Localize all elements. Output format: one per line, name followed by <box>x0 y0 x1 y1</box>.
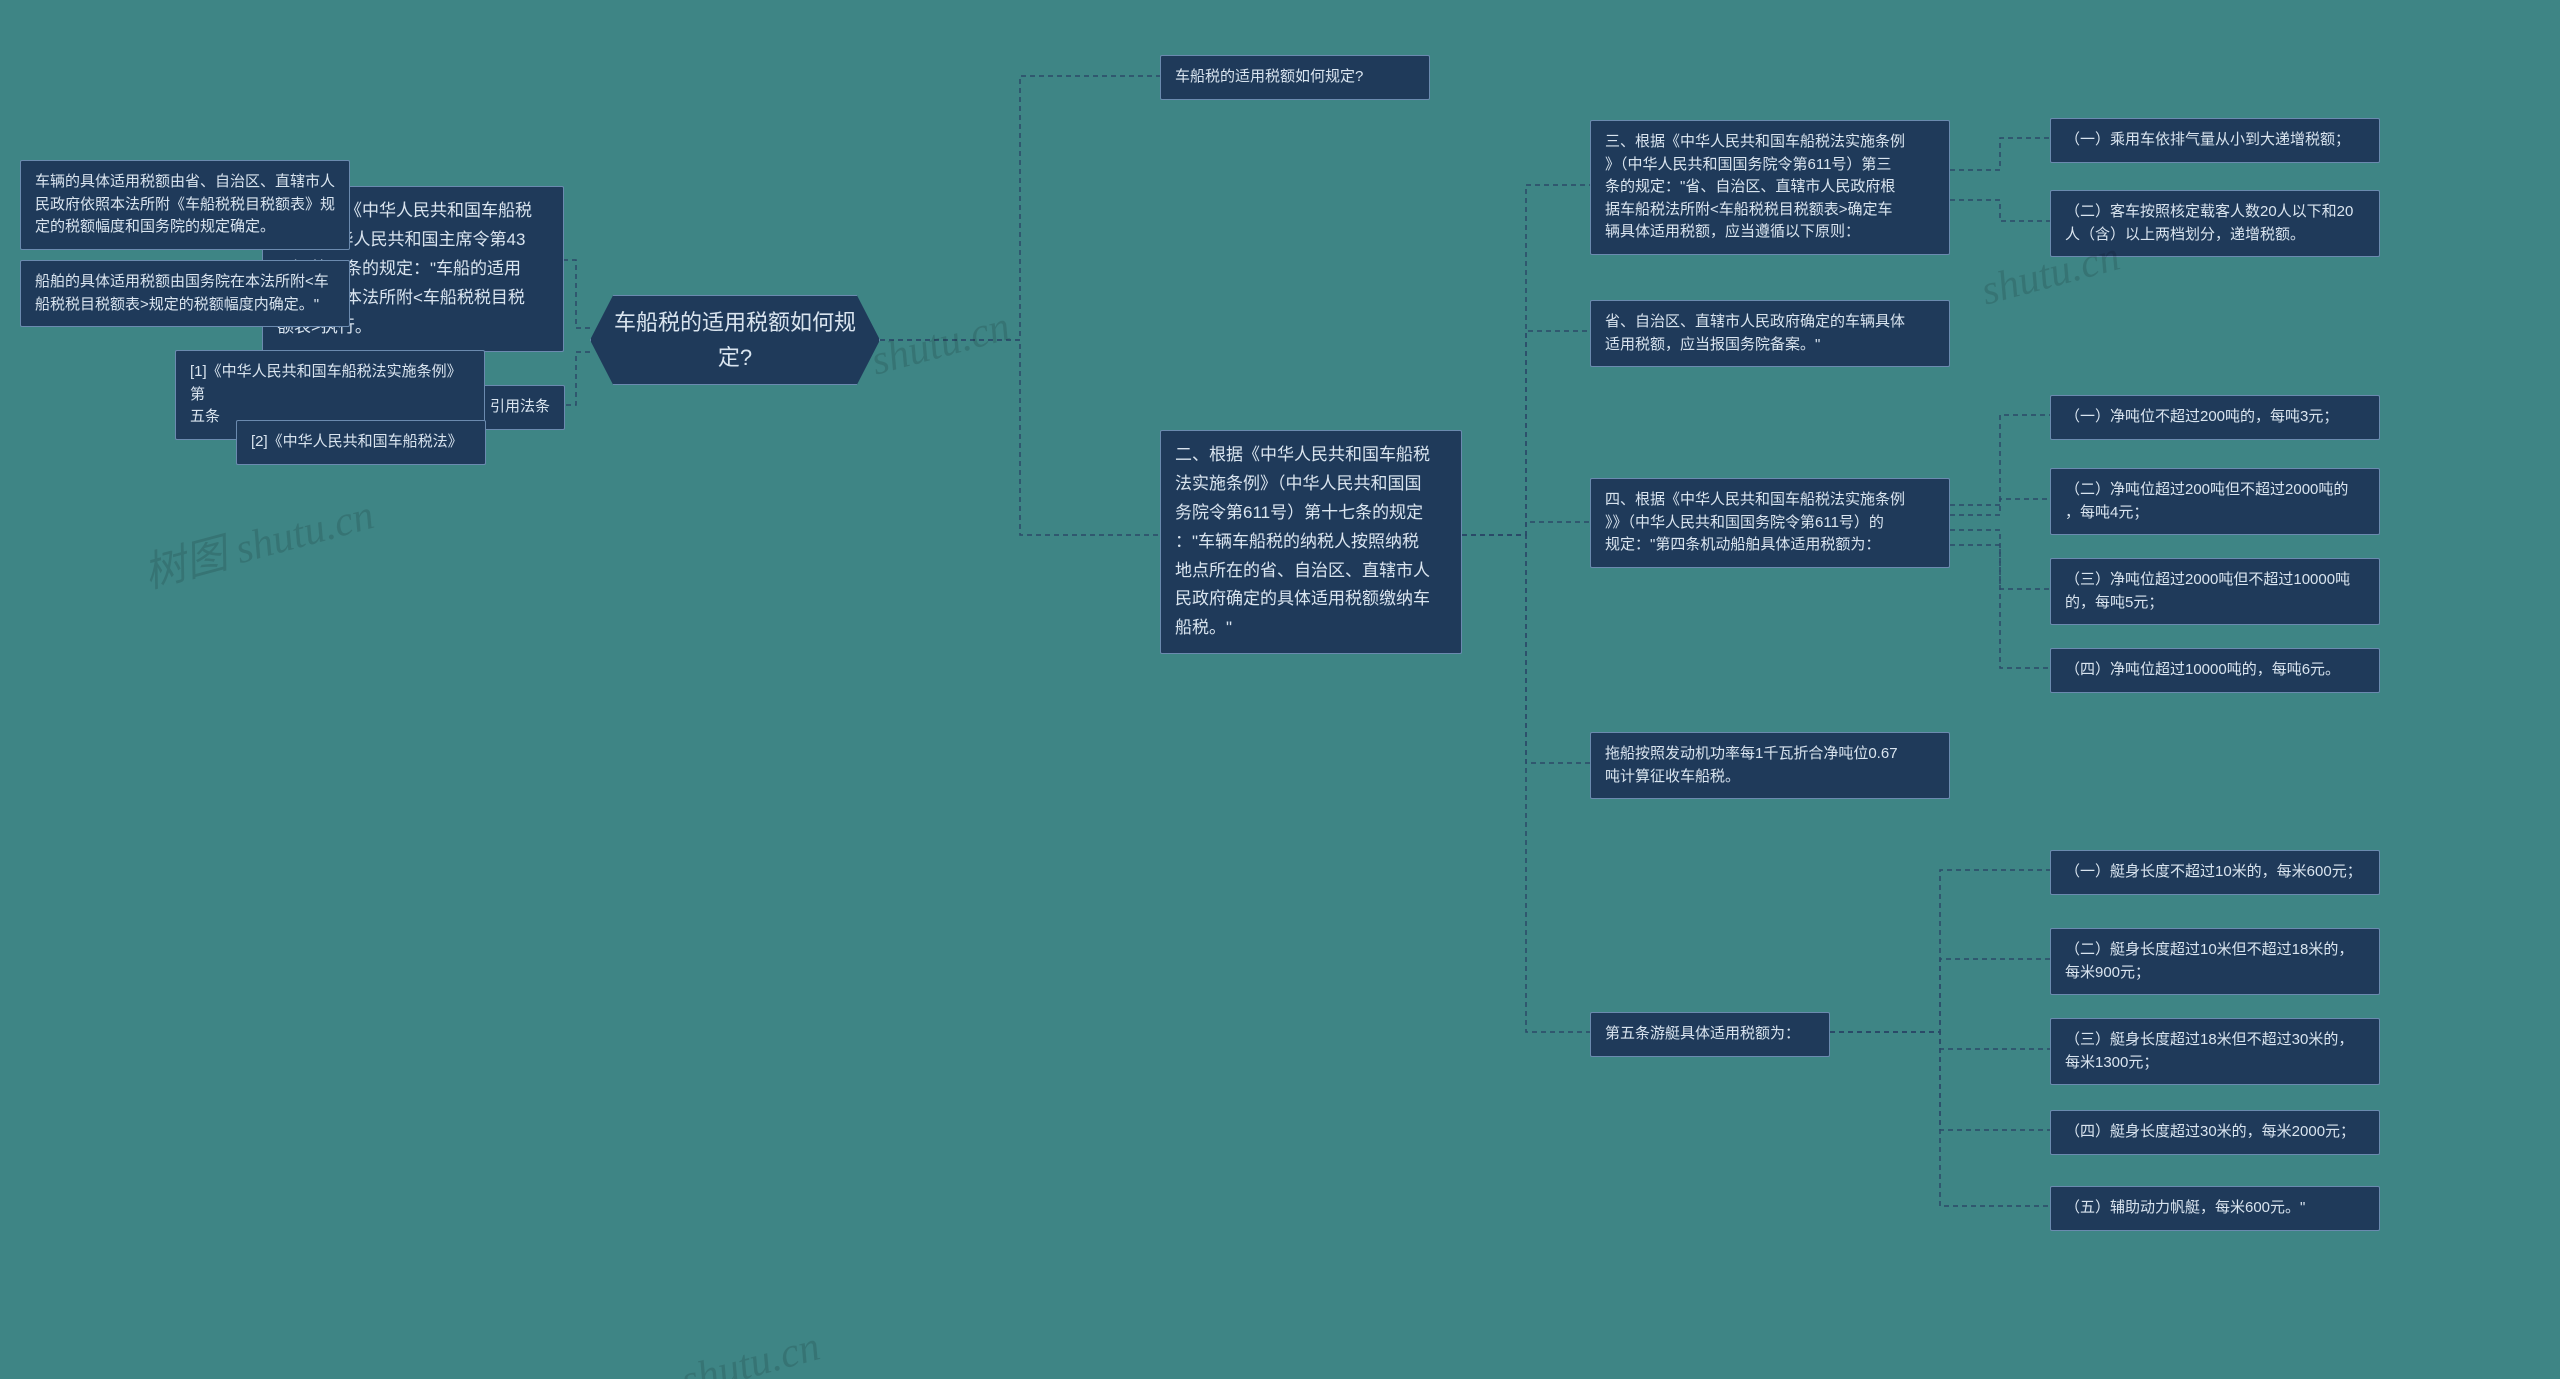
connector <box>1830 1032 2050 1206</box>
mindmap-node[interactable]: 二、根据《中华人民共和国车船税 法实施条例》（中华人民共和国国 务院令第611号… <box>1160 430 1462 654</box>
connector <box>1462 185 1590 535</box>
connector <box>1950 138 2050 170</box>
watermark: 树图 shutu.cn <box>136 481 379 601</box>
connector <box>565 352 590 405</box>
connector <box>1462 535 1590 1032</box>
connector <box>1462 535 1590 763</box>
mindmap-node[interactable]: （二）净吨位超过200吨但不超过2000吨的 ，每吨4元； <box>2050 468 2380 535</box>
mindmap-node[interactable]: （五）辅助动力帆艇，每米600元。" <box>2050 1186 2380 1231</box>
connector <box>880 340 1160 535</box>
mindmap-node[interactable]: （三）净吨位超过2000吨但不超过10000吨 的，每吨5元； <box>2050 558 2380 625</box>
mindmap-node[interactable]: 四、根据《中华人民共和国车船税法实施条例 》》（中华人民共和国国务院令第611号… <box>1590 478 1950 568</box>
connector <box>1462 522 1590 535</box>
watermark: shutu.cn <box>866 303 1015 386</box>
mindmap-node[interactable]: （一）净吨位不超过200吨的，每吨3元； <box>2050 395 2380 440</box>
mindmap-node[interactable]: （二）客车按照核定载客人数20人以下和20 人（含）以上两档划分，递增税额。 <box>2050 190 2380 257</box>
connector <box>1950 499 2050 515</box>
mindmap-node[interactable]: 引用法条 <box>475 385 565 430</box>
mindmap-node[interactable]: （四）净吨位超过10000吨的，每吨6元。 <box>2050 648 2380 693</box>
mindmap-node[interactable]: （一）乘用车依排气量从小到大递增税额； <box>2050 118 2380 163</box>
connector <box>1950 415 2050 505</box>
connector <box>1830 959 2050 1032</box>
mindmap-node[interactable]: （三）艇身长度超过18米但不超过30米的， 每米1300元； <box>2050 1018 2380 1085</box>
connector <box>1830 870 2050 1032</box>
watermark: shutu.cn <box>676 1323 825 1379</box>
mindmap-node[interactable]: [2]《中华人民共和国车船税法》 <box>236 420 486 465</box>
mindmap-node[interactable]: 车船税的适用税额如何规定? <box>1160 55 1430 100</box>
connector <box>880 76 1160 340</box>
mindmap-node[interactable]: 第五条游艇具体适用税额为： <box>1590 1012 1830 1057</box>
connector <box>1950 200 2050 221</box>
mindmap-node[interactable]: （四）艇身长度超过30米的，每米2000元； <box>2050 1110 2380 1155</box>
mindmap-node[interactable]: 三、根据《中华人民共和国车船税法实施条例 》（中华人民共和国国务院令第611号）… <box>1590 120 1950 255</box>
connector <box>1830 1032 2050 1130</box>
connector <box>1950 545 2050 668</box>
mindmap-node[interactable]: 省、自治区、直辖市人民政府确定的车辆具体 适用税额，应当报国务院备案。" <box>1590 300 1950 367</box>
mindmap-root[interactable]: 车船税的适用税额如何规 定? <box>590 295 880 385</box>
mindmap-node[interactable]: 拖船按照发动机功率每1千瓦折合净吨位0.67 吨计算征收车船税。 <box>1590 732 1950 799</box>
connector <box>1830 1032 2050 1049</box>
connector <box>1462 331 1590 535</box>
mindmap-node[interactable]: （一）艇身长度不超过10米的，每米600元； <box>2050 850 2380 895</box>
mindmap-node[interactable]: （二）艇身长度超过10米但不超过18米的， 每米900元； <box>2050 928 2380 995</box>
connector <box>1950 530 2050 589</box>
mindmap-node[interactable]: 车辆的具体适用税额由省、自治区、直辖市人 民政府依照本法所附《车船税税目税额表》… <box>20 160 350 250</box>
connector <box>564 260 590 328</box>
mindmap-node[interactable]: 船舶的具体适用税额由国务院在本法所附<车 船税税目税额表>规定的税额幅度内确定。… <box>20 260 350 327</box>
